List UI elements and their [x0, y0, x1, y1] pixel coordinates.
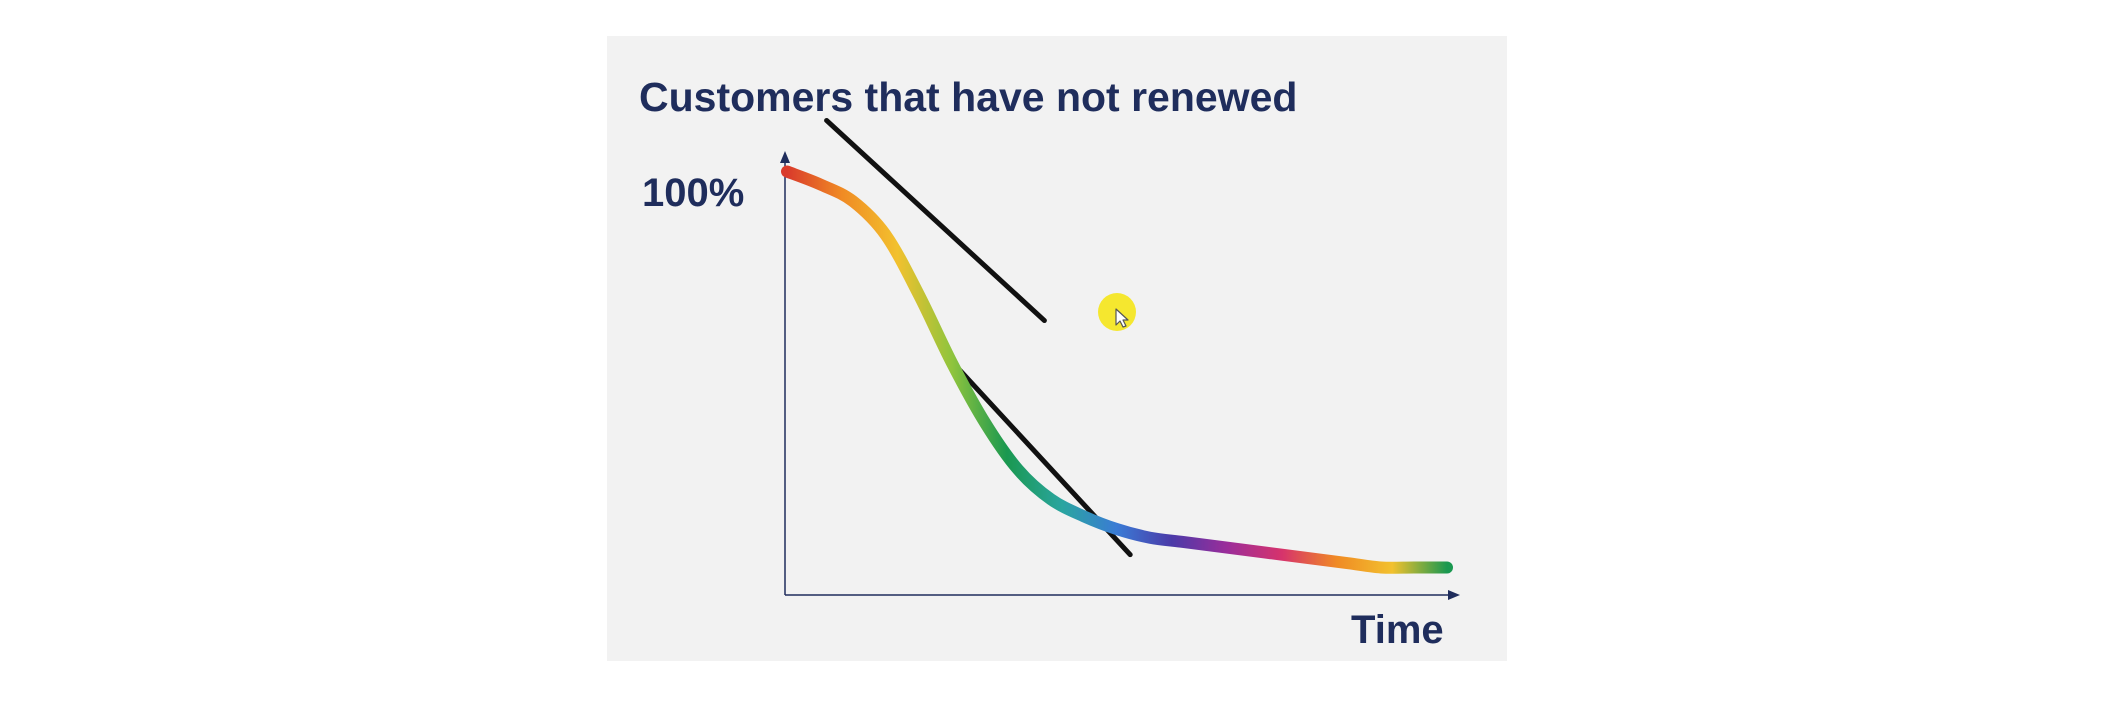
data-series: [781, 165, 1453, 574]
x-axis-arrow: [1448, 590, 1460, 600]
slide: Customers that have not renewed 100% Tim…: [607, 36, 1507, 661]
pointer-cursor-icon: [1098, 293, 1136, 331]
y-axis-arrow: [780, 151, 790, 163]
axes: [780, 151, 1460, 600]
x-axis-label: Time: [1351, 608, 1444, 652]
tangent-lines: [824, 117, 1133, 558]
chart-title: Customers that have not renewed: [639, 74, 1298, 120]
series-line: [781, 165, 1453, 574]
tangent-line-1: [824, 117, 1047, 324]
y-tick-label: 100%: [642, 171, 745, 215]
chart-plot: [780, 117, 1460, 600]
